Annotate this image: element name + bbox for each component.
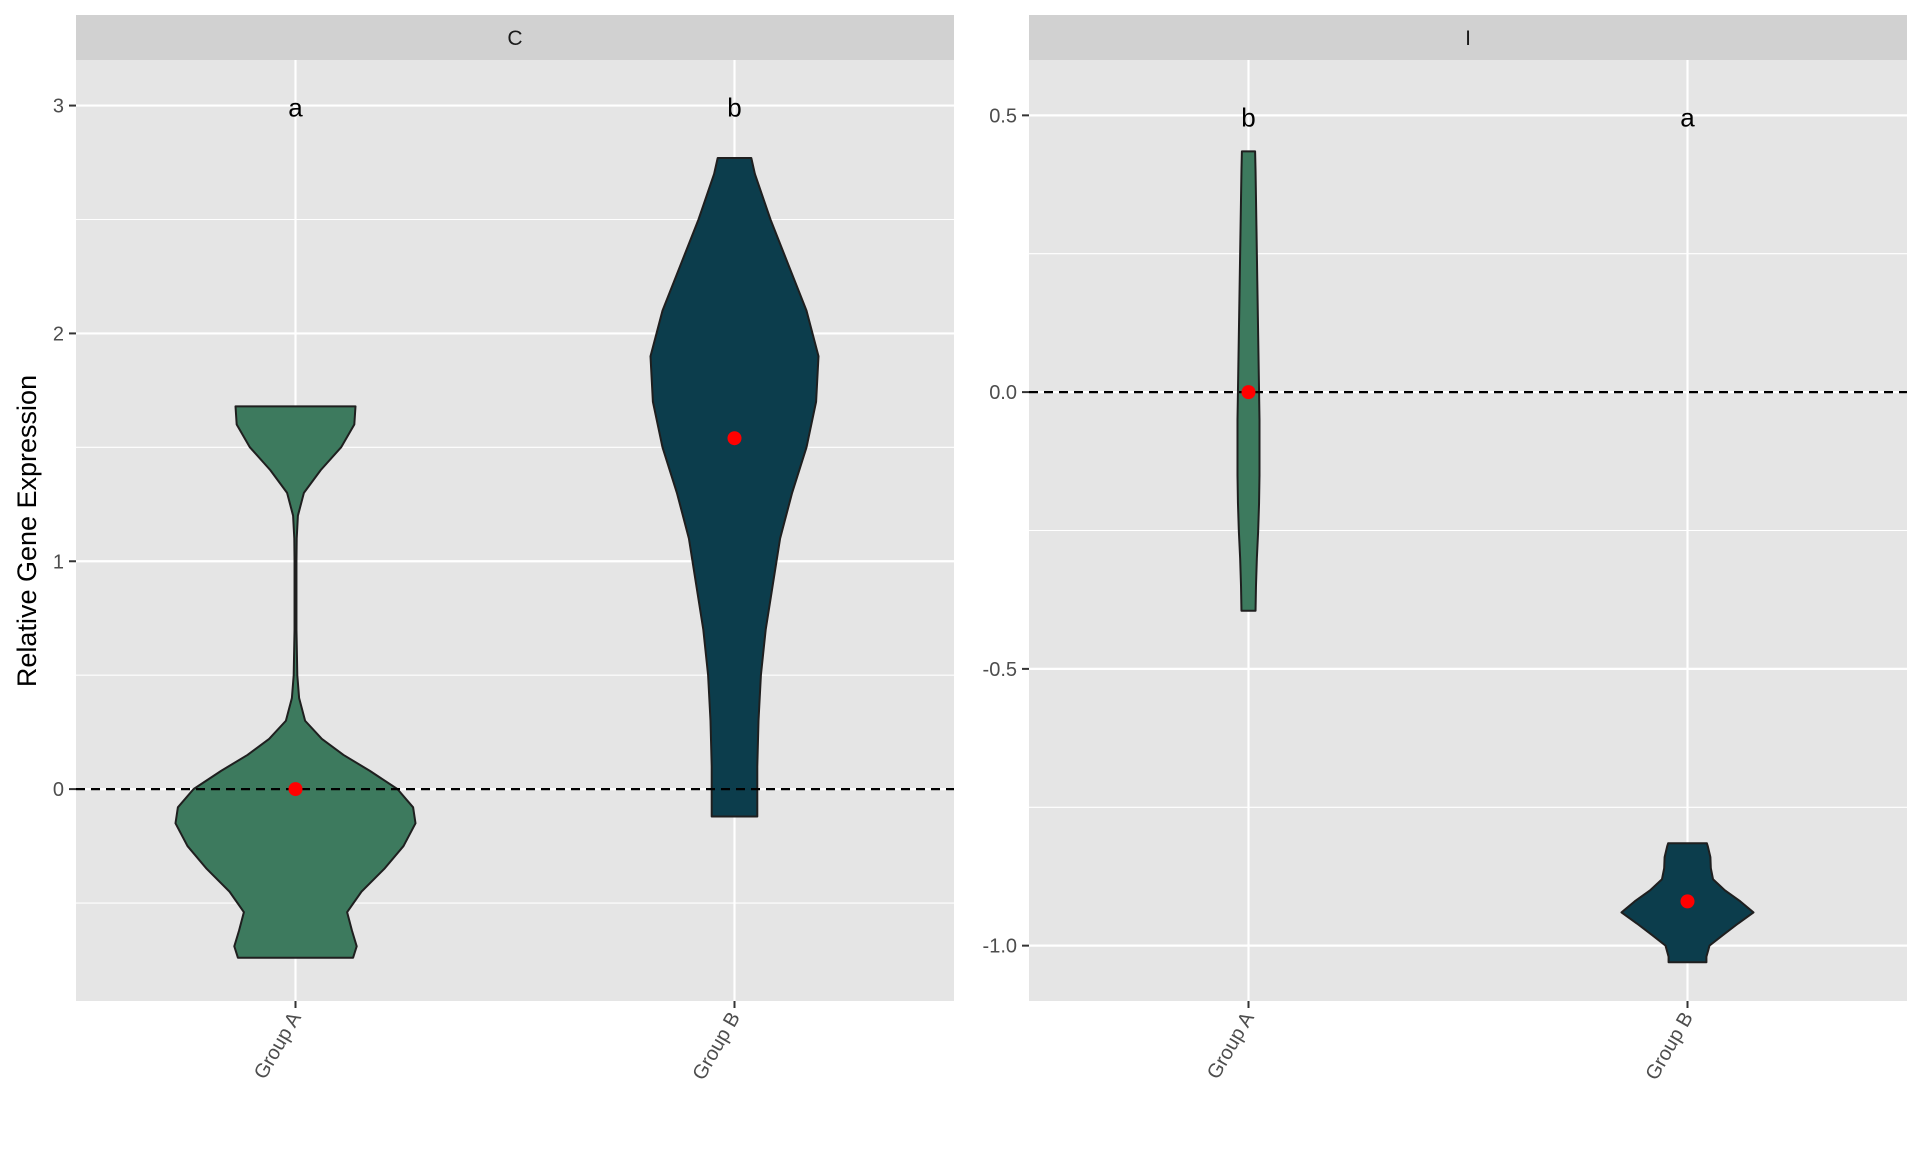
y-tick-label: 2: [53, 323, 64, 345]
mean-points: [288, 431, 742, 797]
y-tick-label: 0: [53, 779, 64, 801]
y-tick-label: 0.5: [989, 105, 1017, 127]
significance-letter: a: [288, 93, 303, 123]
violin-group-a: [1236, 150, 1261, 612]
significance-letter: b: [727, 93, 741, 123]
strip-background: [76, 15, 954, 60]
strip-background: [1029, 15, 1907, 60]
minor-gridlines: [76, 218, 954, 904]
y-axis: -1.0 -0.5 0.0 0.5: [983, 105, 1029, 958]
mean-point: [727, 431, 742, 446]
significance-letter: b: [1241, 102, 1255, 132]
significance-letter: a: [1680, 102, 1695, 132]
y-axis-title: Relative Gene Expression: [12, 375, 42, 687]
y-tick-label: -1.0: [983, 936, 1017, 958]
strip-label: C: [507, 27, 522, 50]
y-tick-label: 0.0: [989, 382, 1017, 404]
mean-point: [1241, 385, 1256, 400]
y-tick-label: 1: [53, 551, 64, 573]
mean-points: [1241, 385, 1695, 909]
violin-group-b: [649, 156, 820, 818]
violin-group-a: [174, 405, 417, 959]
y-tick-label: -0.5: [983, 659, 1017, 681]
minor-gridlines: [1029, 253, 1907, 808]
y-axis: 0 1 2 3: [53, 96, 76, 801]
mean-point: [288, 782, 303, 797]
violins: [174, 156, 820, 959]
mean-point: [1680, 894, 1695, 909]
strip-label: I: [1465, 27, 1471, 50]
y-tick-label: 3: [53, 96, 64, 118]
